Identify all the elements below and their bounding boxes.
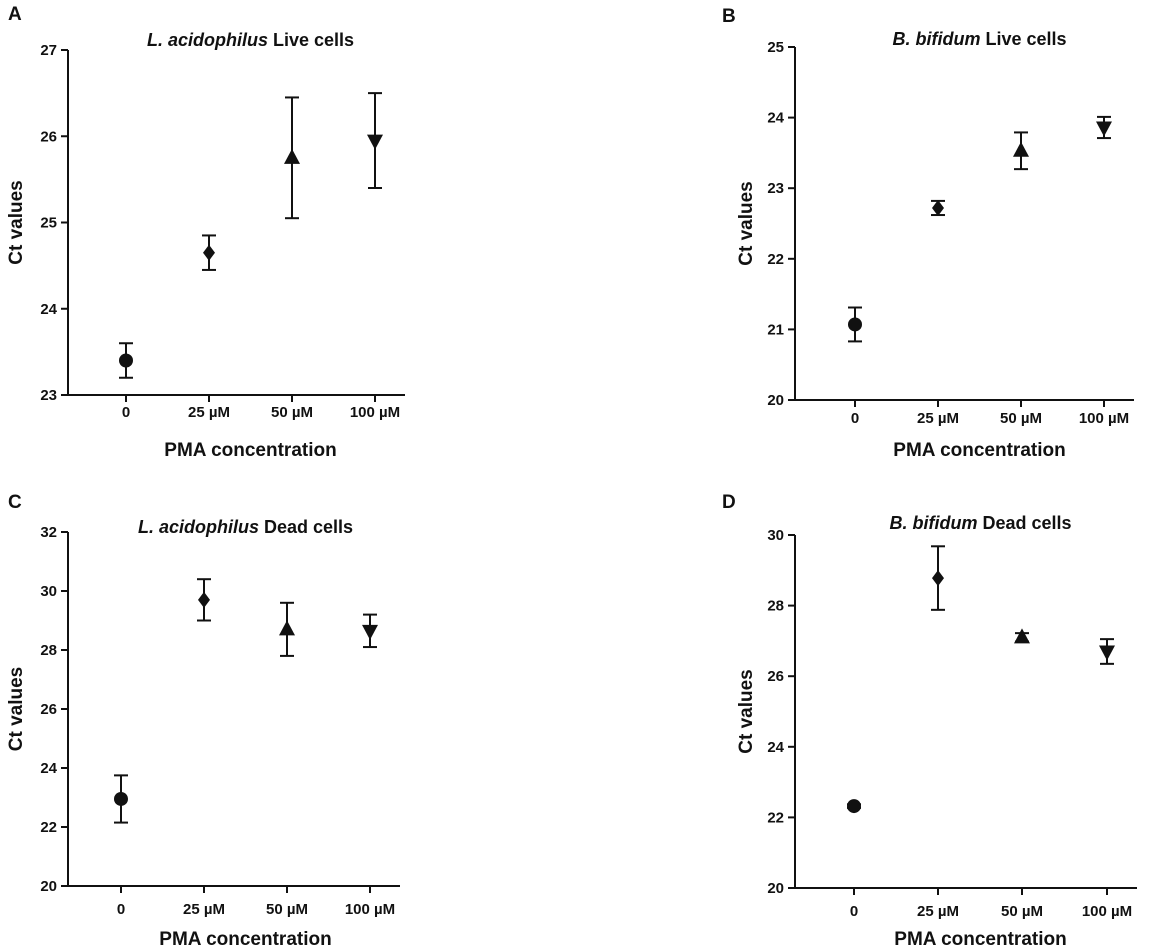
y-axis-label: Ct values: [6, 667, 27, 751]
panel-letter: D: [722, 492, 736, 513]
x-tick-label: 100 µM: [345, 901, 395, 918]
x-axis-label: PMA concentration: [894, 929, 1066, 950]
chart-title: L. acidophilus Dead cells: [138, 517, 353, 537]
y-tick-label: 25: [40, 215, 57, 232]
title-suffix: Live cells: [980, 29, 1066, 49]
x-axis-label: PMA concentration: [159, 929, 331, 950]
data-point: [279, 620, 295, 636]
data-point: [932, 570, 944, 587]
y-tick-label: 22: [767, 251, 784, 268]
chart-title: B. bifidum Live cells: [892, 29, 1066, 49]
y-tick-label: 24: [767, 110, 784, 127]
data-point: [114, 791, 128, 806]
y-tick-label: 20: [767, 392, 784, 409]
x-tick-label: 0: [851, 410, 859, 427]
y-tick-label: 26: [40, 701, 57, 718]
y-tick-label: 26: [767, 668, 784, 685]
y-axis-label: Ct values: [6, 180, 27, 264]
x-tick-label: 0: [850, 903, 858, 920]
y-tick-label: 24: [767, 739, 784, 756]
title-species: B. bifidum: [889, 513, 977, 533]
y-tick-label: 20: [40, 878, 57, 895]
title-species: B. bifidum: [892, 29, 980, 49]
y-tick-label: 30: [40, 583, 57, 600]
y-tick-label: 28: [767, 598, 784, 615]
x-tick-label: 100 µM: [350, 404, 400, 421]
x-tick-label: 50 µM: [1000, 410, 1042, 427]
data-point: [1013, 141, 1029, 157]
data-point: [1096, 121, 1112, 137]
data-point: [362, 624, 378, 640]
y-tick-label: 24: [40, 760, 57, 777]
y-tick-label: 22: [40, 819, 57, 836]
y-tick-label: 27: [40, 42, 57, 59]
y-tick-label: 23: [767, 180, 784, 197]
title-species: L. acidophilus: [138, 517, 259, 537]
title-species: L. acidophilus: [147, 30, 268, 50]
x-tick-label: 50 µM: [1001, 903, 1043, 920]
panel-letter: C: [8, 492, 22, 513]
panel-letter: B: [722, 6, 736, 27]
chart-title: L. acidophilus Live cells: [147, 30, 354, 50]
x-tick-label: 50 µM: [266, 901, 308, 918]
x-tick-label: 0: [122, 404, 130, 421]
y-tick-label: 26: [40, 128, 57, 145]
y-tick-label: 24: [40, 301, 57, 318]
title-suffix: Live cells: [268, 30, 354, 50]
data-point: [1014, 628, 1030, 644]
data-point: [1099, 645, 1115, 661]
panel-a: A L. acidophilus Live cells 23 24 25 26 27 0 25 …: [6, 4, 405, 461]
data-point: [367, 134, 383, 150]
data-point: [198, 591, 210, 608]
title-suffix: Dead cells: [977, 513, 1071, 533]
y-tick-label: 21: [767, 321, 784, 338]
x-tick-label: 25 µM: [188, 404, 230, 421]
data-point: [284, 148, 300, 164]
data-point: [848, 317, 862, 332]
data-point: [847, 799, 861, 814]
y-tick-label: 28: [40, 642, 57, 659]
y-tick-label: 23: [40, 387, 57, 404]
y-tick-label: 32: [40, 524, 57, 541]
panel-b: B B. bifidum Live cells 20 21 22 23 24 25 0 25 µM…: [722, 6, 1134, 461]
y-axis-label: Ct values: [736, 181, 757, 265]
x-tick-label: 50 µM: [271, 404, 313, 421]
y-tick-label: 30: [767, 527, 784, 544]
y-tick-label: 22: [767, 809, 784, 826]
data-point: [932, 199, 944, 216]
x-tick-label: 0: [117, 901, 125, 918]
title-suffix: Dead cells: [259, 517, 353, 537]
panel-c: C L. acidophilus Dead cells 20 22 24 26 28 30 32…: [6, 492, 400, 950]
data-point: [119, 353, 133, 368]
x-tick-label: 100 µM: [1079, 410, 1129, 427]
y-axis-label: Ct values: [736, 669, 757, 753]
y-tick-label: 20: [767, 880, 784, 897]
data-point: [203, 244, 215, 261]
y-tick-label: 25: [767, 39, 784, 56]
x-tick-label: 25 µM: [917, 903, 959, 920]
chart-title: B. bifidum Dead cells: [889, 513, 1071, 533]
x-tick-label: 100 µM: [1082, 903, 1132, 920]
x-tick-label: 25 µM: [183, 901, 225, 918]
panel-letter: A: [8, 4, 22, 25]
panel-d: D B. bifidum Dead cells 20 22 24 26 28 30 0 25 µM…: [722, 492, 1137, 950]
x-axis-label: PMA concentration: [164, 440, 336, 461]
x-axis-label: PMA concentration: [893, 440, 1065, 461]
x-tick-label: 25 µM: [917, 410, 959, 427]
